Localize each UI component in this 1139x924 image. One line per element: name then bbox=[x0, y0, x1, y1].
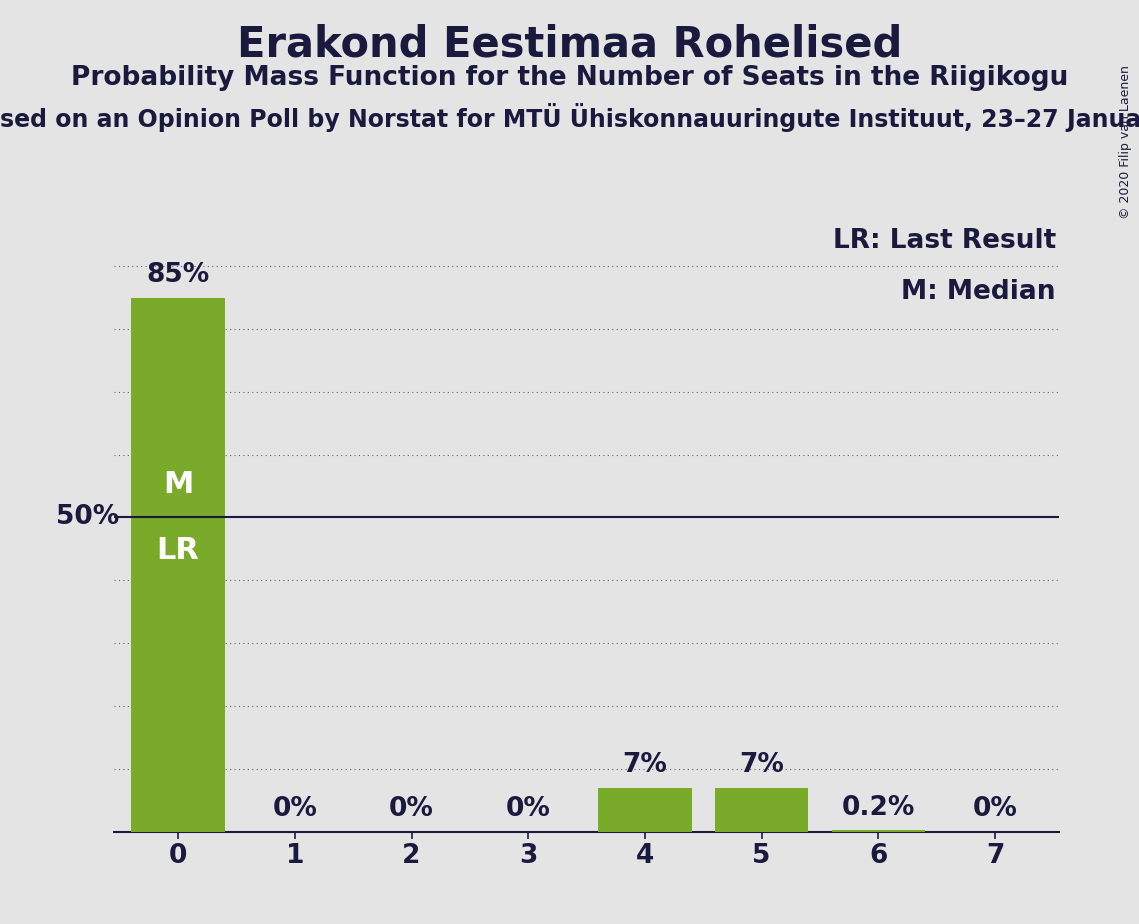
Bar bbox=[131, 298, 224, 832]
Text: 0%: 0% bbox=[506, 796, 550, 822]
Text: Probability Mass Function for the Number of Seats in the Riigikogu: Probability Mass Function for the Number… bbox=[71, 65, 1068, 91]
Text: 0%: 0% bbox=[390, 796, 434, 822]
Text: 50%: 50% bbox=[57, 505, 120, 530]
Text: Erakond Eestimaa Rohelised: Erakond Eestimaa Rohelised bbox=[237, 23, 902, 65]
Bar bbox=[598, 787, 691, 832]
Text: 7%: 7% bbox=[739, 752, 784, 778]
Text: sed on an Opinion Poll by Norstat for MTÜ Ühiskonnauuringute Instituut, 23–27 Ja: sed on an Opinion Poll by Norstat for MT… bbox=[0, 103, 1139, 132]
Text: 0.2%: 0.2% bbox=[842, 795, 915, 821]
Text: LR: LR bbox=[157, 536, 199, 565]
Bar bbox=[831, 831, 925, 832]
Text: 7%: 7% bbox=[623, 752, 667, 778]
Bar bbox=[715, 787, 809, 832]
Text: M: M bbox=[163, 469, 194, 499]
Text: © 2020 Filip van Laenen: © 2020 Filip van Laenen bbox=[1118, 65, 1132, 219]
Text: M: Median: M: Median bbox=[901, 279, 1056, 305]
Text: 85%: 85% bbox=[147, 262, 210, 288]
Text: LR: Last Result: LR: Last Result bbox=[833, 228, 1056, 254]
Text: 0%: 0% bbox=[973, 796, 1017, 822]
Text: 0%: 0% bbox=[272, 796, 318, 822]
